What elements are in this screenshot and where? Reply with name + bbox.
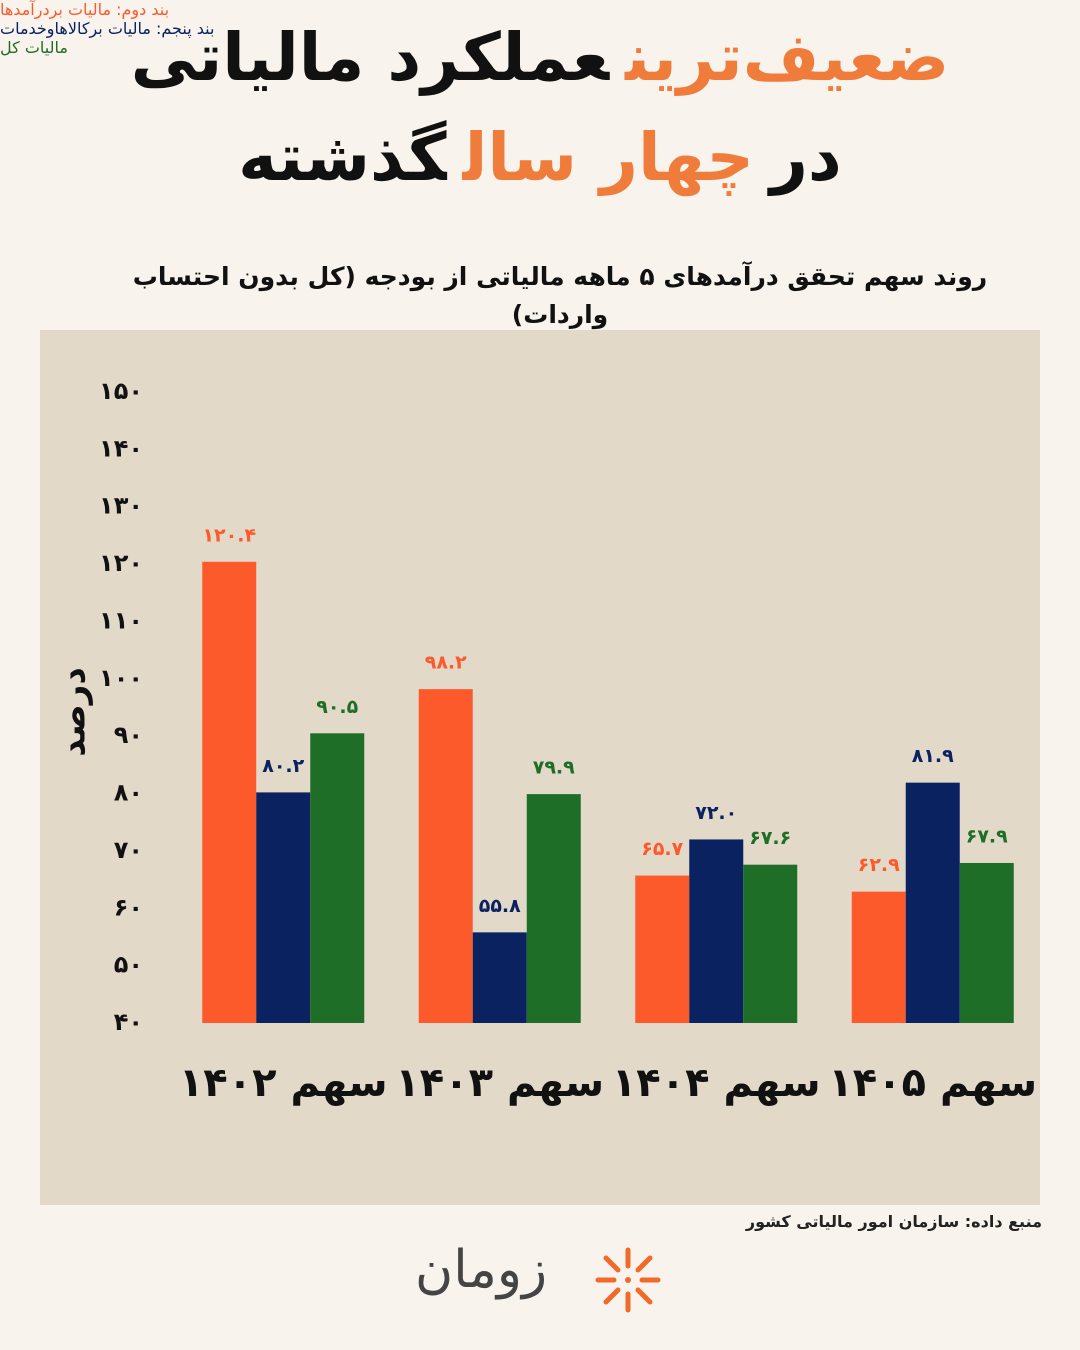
bar xyxy=(256,792,311,1023)
x-tick-label: سهم ۱۴۰۵ xyxy=(828,1060,1037,1106)
value-label: ۸۱.۹ xyxy=(912,745,954,767)
x-tick-label: سهم ۱۴۰۴ xyxy=(612,1060,821,1106)
y-tick-label: ۱۴۰ xyxy=(99,434,143,462)
bar xyxy=(472,932,527,1023)
value-label: ۶۲.۹ xyxy=(858,854,900,876)
title-segment: در xyxy=(769,119,842,196)
value-label: ۹۸.۲ xyxy=(425,652,467,674)
bar xyxy=(418,689,473,1023)
bar xyxy=(635,875,690,1023)
source: منبع داده: سازمان امور مالیاتی کشور xyxy=(745,1212,1042,1231)
legend-label: مالیات کل xyxy=(0,38,68,57)
legend-item: مالیات کل xyxy=(0,38,1080,57)
value-label: ۶۵.۷ xyxy=(641,838,683,860)
value-label: ۸۰.۲ xyxy=(262,755,304,777)
logo: زومان xyxy=(415,1240,548,1300)
x-tick-label: سهم ۱۴۰۲ xyxy=(179,1060,388,1106)
y-tick-label: ۷۰ xyxy=(114,836,143,864)
y-tick-label: ۱۱۰ xyxy=(99,606,143,634)
bar xyxy=(905,782,960,1023)
y-tick-label: ۸۰ xyxy=(114,779,143,807)
y-tick-label: ۱۵۰ xyxy=(99,377,143,405)
value-label: ۶۷.۶ xyxy=(749,827,791,849)
y-tick-label: ۶۰ xyxy=(114,893,143,921)
y-tick-label: ۹۰ xyxy=(114,721,143,749)
title-segment: گذشته xyxy=(238,119,447,196)
bar xyxy=(689,839,744,1023)
value-label: ۶۷.۹ xyxy=(966,825,1008,847)
title-line: درچهار سالگذشته xyxy=(0,108,1080,208)
value-label: ۹۰.۵ xyxy=(316,696,358,718)
value-label: ۵۵.۸ xyxy=(479,895,521,917)
legend-item: بند پنجم: مالیات برکالاهاوخدمات xyxy=(0,19,1080,38)
y-tick-label: ۱۲۰ xyxy=(99,549,143,577)
value-label: ۱۲۰.۴ xyxy=(202,524,256,546)
y-axis-label: درصد xyxy=(54,667,94,757)
bar xyxy=(743,864,798,1023)
legend: بند دوم: مالیات بردرآمدها بند پنجم: مالیا… xyxy=(0,0,1080,57)
value-label: ۷۹.۹ xyxy=(533,757,575,779)
x-tick-label: سهم ۱۴۰۳ xyxy=(395,1060,604,1106)
y-tick-label: ۵۰ xyxy=(114,951,143,979)
bar xyxy=(310,733,365,1023)
y-tick-label: ۴۰ xyxy=(114,1008,143,1036)
y-tick-label: ۱۰۰ xyxy=(99,664,143,692)
chart-title: روند سهم تحقق درآمدهای ۵ ماهه مالیاتی از… xyxy=(132,262,988,329)
title-segment: چهار سال xyxy=(462,119,754,196)
bar xyxy=(851,891,906,1023)
y-tick-label: ۱۳۰ xyxy=(99,492,143,520)
value-label: ۷۲.۰ xyxy=(695,802,737,824)
legend-label: بند پنجم: مالیات برکالاهاوخدمات xyxy=(0,19,215,38)
title: ضعیف‌ترینعملکرد مالیاتی درچهار سالگذشته xyxy=(0,8,1080,208)
title-segment: عملکرد مالیاتی xyxy=(130,19,610,96)
bar xyxy=(202,561,257,1023)
title-segment: ضعیف‌ترین xyxy=(625,19,950,96)
bar xyxy=(526,794,581,1023)
bar xyxy=(959,862,1014,1023)
title-line: ضعیف‌ترینعملکرد مالیاتی xyxy=(0,8,1080,108)
legend-item: بند دوم: مالیات بردرآمدها xyxy=(0,0,1080,19)
legend-label: بند دوم: مالیات بردرآمدها xyxy=(0,0,170,19)
